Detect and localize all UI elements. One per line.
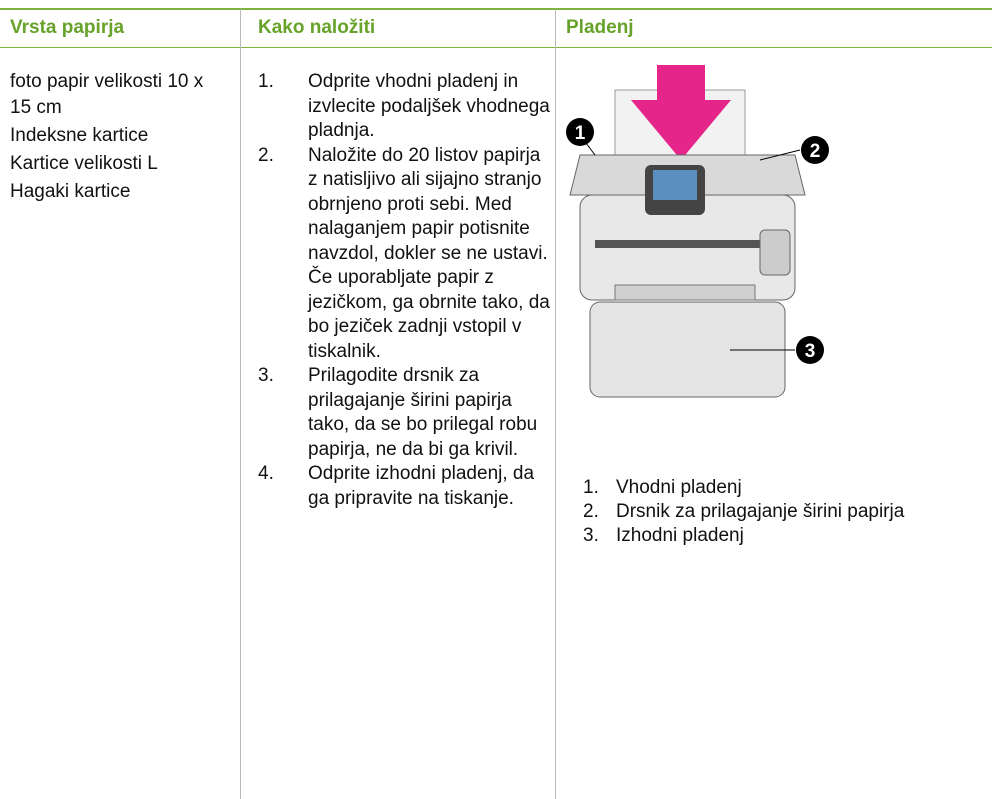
- step-text: Odprite vhodni pladenj in izvlecite poda…: [308, 71, 550, 141]
- paper-type: Kartice velikosti L: [10, 153, 158, 174]
- column-divider: [240, 9, 241, 799]
- paper-type: Indeksne kartice: [10, 125, 149, 146]
- step: 3. Prilagodite drsnik za prilagajanje šir…: [258, 364, 553, 462]
- legend-item: 1. Vhodni pladenj: [583, 476, 904, 500]
- legend-number: 2.: [583, 501, 599, 522]
- step: 1. Odprite vhodni pladenj in izvlecite po…: [258, 70, 553, 144]
- paper-type: Hagaki kartice: [10, 181, 131, 202]
- legend-text: Drsnik za prilagajanje širini papirja: [616, 501, 905, 522]
- step-text: Odprite izhodni pladenj, da ga pripravit…: [308, 463, 535, 509]
- header-top-rule: [0, 8, 992, 10]
- step-text: Naložite do 20 listov papirja z natislji…: [308, 144, 550, 362]
- callout: 3: [805, 341, 816, 362]
- step-list: 1. Odprite vhodni pladenj in izvlecite po…: [258, 70, 553, 511]
- column-divider: [555, 9, 556, 799]
- figure-legend: 1. Vhodni pladenj 2. Drsnik za prilagajanje…: [583, 476, 904, 548]
- step: 2. Naložite do 20 listov papirja z natisl…: [258, 144, 553, 365]
- callout: 2: [810, 141, 821, 162]
- printer-figure: 1 2 3: [566, 65, 829, 398]
- legend-item: 2. Drsnik za prilagajanje širini papirja: [583, 500, 904, 524]
- step: 4. Odprite izhodni pladenj, da ga priprav…: [258, 462, 553, 511]
- legend-number: 1.: [583, 477, 599, 498]
- step-number: 2.: [258, 144, 274, 166]
- step-number: 1.: [258, 71, 274, 92]
- legend-text: Izhodni pladenj: [616, 525, 744, 546]
- paper-type-list: foto papir velikosti 10 x 15 cm Indeksne …: [10, 69, 225, 207]
- column-header: Kako naložiti: [258, 17, 376, 38]
- paper-type: foto papir velikosti 10 x 15 cm: [10, 71, 204, 118]
- legend-text: Vhodni pladenj: [616, 477, 742, 498]
- legend-number: 3.: [583, 525, 599, 546]
- step-number: 3.: [258, 365, 274, 386]
- header-bottom-rule: [0, 47, 992, 48]
- column-header: Vrsta papirja: [10, 17, 125, 38]
- step-text: Prilagodite drsnik za prilagajanje širin…: [308, 365, 538, 460]
- legend-item: 3. Izhodni pladenj: [583, 524, 904, 548]
- step-number: 4.: [258, 463, 274, 484]
- column-header: Pladenj: [566, 17, 634, 38]
- callout: 1: [575, 123, 586, 144]
